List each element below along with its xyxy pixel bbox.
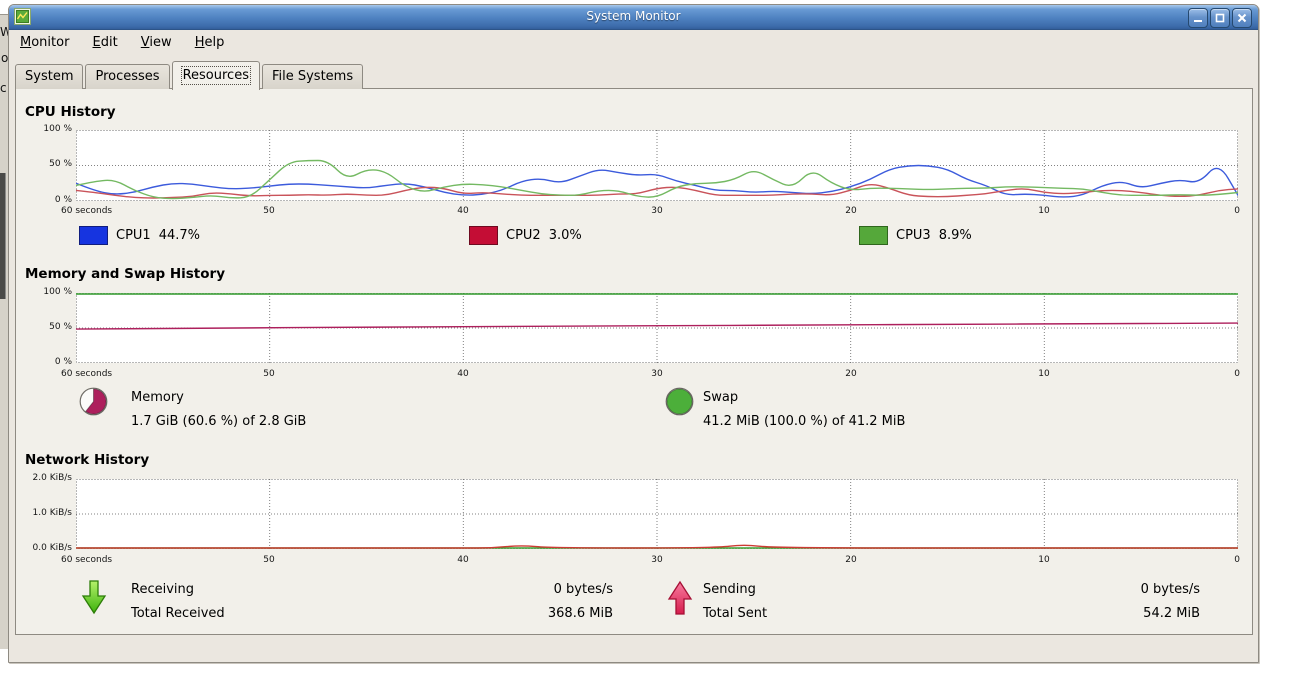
tab-bar: System Processes Resources File Systems (15, 58, 365, 90)
cpu2-color-swatch (469, 226, 498, 245)
cpu-history-title: CPU History (25, 104, 116, 120)
mem-ytick: 50 % (49, 322, 72, 332)
receiving-rate-value: 0 bytes/s (553, 582, 613, 597)
tab-file-systems[interactable]: File Systems (261, 64, 364, 89)
menubar: Monitor Edit View Help (11, 31, 1256, 57)
background-window-edge: W o c (0, 14, 12, 649)
maximize-icon (1215, 13, 1225, 23)
total-sent-value: 54.2 MiB (1143, 606, 1200, 621)
menu-item-help[interactable]: Help (194, 35, 225, 50)
maximize-button[interactable] (1210, 8, 1230, 28)
mem-ytick: 0 % (54, 357, 72, 367)
statusbar (11, 634, 1255, 658)
mem-xtick: 40 (457, 369, 469, 379)
cpu1-color-swatch (79, 226, 108, 245)
net-xtick: 20 (845, 555, 857, 565)
app-icon (14, 8, 31, 25)
cpu2-legend: CPU2 3.0% (469, 226, 582, 245)
net-xtick: 0 (1234, 555, 1240, 565)
cpu-ytick: 100 % (43, 124, 72, 134)
upload-arrow-icon (667, 580, 693, 615)
background-text-fragment: o (1, 51, 9, 65)
cpu-ytick: 0 % (54, 195, 72, 205)
cpu-xtick: 20 (845, 206, 857, 216)
swap-value: 41.2 MiB (100.0 %) of 41.2 MiB (703, 414, 906, 429)
net-xtick: 50 (263, 555, 275, 565)
receiving-label: Receiving (131, 582, 195, 597)
mem-xtick: 30 (651, 369, 663, 379)
download-arrow-icon (81, 580, 107, 615)
tab-resources[interactable]: Resources (171, 61, 260, 90)
total-received-value: 368.6 MiB (547, 606, 613, 621)
memory-history-title: Memory and Swap History (25, 266, 225, 282)
cpu-xtick: 40 (457, 206, 469, 216)
cpu-xtick: 0 (1234, 206, 1240, 216)
memory-value: 1.7 GiB (60.6 %) of 2.8 GiB (131, 414, 307, 429)
close-icon (1237, 13, 1247, 23)
cpu-xtick: 30 (651, 206, 663, 216)
window-title: System Monitor (586, 9, 681, 23)
swap-pie-icon (665, 387, 694, 416)
mem-xtick: 60 seconds (61, 369, 113, 379)
net-xtick: 60 seconds (61, 555, 113, 565)
background-dark-panel (0, 173, 6, 299)
swap-label: Swap (703, 390, 739, 405)
titlebar[interactable]: System Monitor (9, 5, 1258, 30)
cpu-history-chart (76, 130, 1238, 201)
mem-xtick: 0 (1234, 369, 1240, 379)
total-sent-label: Total Sent (703, 606, 768, 621)
close-button[interactable] (1232, 8, 1252, 28)
cpu1-legend: CPU1 44.7% (79, 226, 200, 245)
tab-processes[interactable]: Processes (85, 64, 170, 89)
menu-item-edit[interactable]: Edit (92, 35, 118, 50)
memory-swap-chart (76, 293, 1238, 363)
net-xtick: 30 (651, 555, 663, 565)
tab-system[interactable]: System (15, 64, 84, 89)
cpu3-legend: CPU3 8.9% (859, 226, 972, 245)
cpu3-color-swatch (859, 226, 888, 245)
minimize-icon (1194, 20, 1202, 22)
net-ytick: 2.0 KiB/s (32, 473, 72, 483)
mem-xtick: 10 (1038, 369, 1050, 379)
menu-item-view[interactable]: View (140, 35, 172, 50)
total-received-label: Total Received (131, 606, 225, 621)
system-monitor-window: System Monitor Monitor Edit (8, 4, 1259, 663)
background-text-fragment: c (0, 81, 7, 95)
net-ytick: 0.0 KiB/s (32, 543, 72, 553)
background-text-fragment: W (0, 25, 12, 39)
mem-xtick: 50 (263, 369, 275, 379)
memory-label: Memory (131, 390, 184, 405)
cpu-ytick: 50 % (49, 159, 72, 169)
memory-pie-icon (79, 387, 108, 416)
mem-ytick: 100 % (43, 287, 72, 297)
network-history-title: Network History (25, 452, 150, 468)
cpu-xtick: 60 seconds (61, 206, 113, 216)
mem-xtick: 20 (845, 369, 857, 379)
sending-rate-value: 0 bytes/s (1140, 582, 1200, 597)
net-ytick: 1.0 KiB/s (32, 508, 72, 518)
cpu-xtick: 50 (263, 206, 275, 216)
sending-label: Sending (703, 582, 756, 597)
net-xtick: 40 (457, 555, 469, 565)
menu-item-monitor[interactable]: Monitor (20, 35, 70, 50)
cpu-xtick: 10 (1038, 206, 1050, 216)
network-history-chart (76, 479, 1238, 549)
net-xtick: 10 (1038, 555, 1050, 565)
minimize-button[interactable] (1188, 8, 1208, 28)
